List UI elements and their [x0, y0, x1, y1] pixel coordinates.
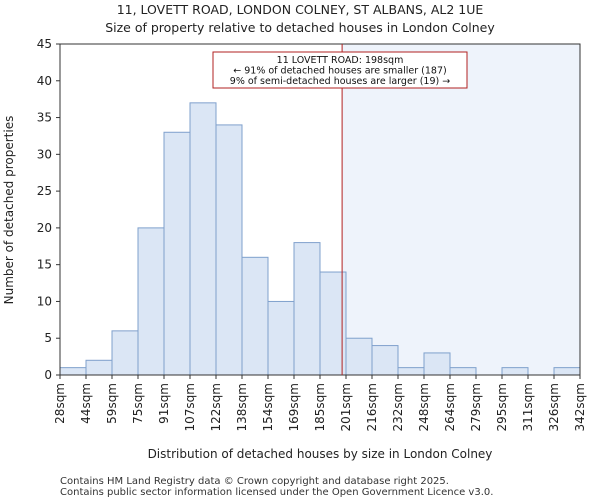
footer-line-2: Contains public sector information licen… — [60, 487, 493, 498]
y-axis-label: Number of detached properties — [2, 116, 16, 305]
chart-title: 11, LOVETT ROAD, LONDON COLNEY, ST ALBAN… — [117, 2, 484, 17]
bar-122sqm — [215, 124, 243, 376]
x-tick-label: 75sqm — [131, 383, 145, 424]
bar-201sqm — [345, 337, 373, 376]
plot-frame — [59, 43, 581, 376]
bar-75sqm — [137, 227, 165, 376]
y-tick-label: 30 — [37, 147, 52, 161]
y-tick-label: 5 — [44, 331, 52, 345]
x-tick-label: 169sqm — [287, 383, 301, 431]
x-tick-label: 342sqm — [573, 383, 587, 431]
bar-138sqm — [241, 256, 269, 376]
y-tick-label: 20 — [37, 221, 52, 235]
bar-169sqm — [293, 242, 321, 376]
y-tick-label: 15 — [37, 258, 52, 272]
bar-248sqm — [423, 352, 451, 376]
footer-line-1: Contains HM Land Registry data © Crown c… — [60, 476, 449, 487]
bar-107sqm — [189, 102, 217, 376]
bar-28sqm — [59, 367, 87, 376]
bar-59sqm — [111, 330, 139, 376]
marker-annotation: 11 LOVETT ROAD: 198sqm ← 91% of detached… — [212, 51, 468, 89]
x-tick-label: 91sqm — [157, 383, 171, 424]
y-tick-label: 25 — [37, 184, 52, 198]
bar-232sqm — [397, 367, 425, 376]
bar-326sqm — [553, 367, 581, 376]
annotation-line-1: 11 LOVETT ROAD: 198sqm — [277, 55, 404, 66]
annotation-line-3: 9% of semi-detached houses are larger (1… — [230, 76, 450, 87]
chart-subtitle: Size of property relative to detached ho… — [105, 20, 495, 35]
y-tick-label: 45 — [37, 37, 52, 51]
bar-295sqm — [501, 367, 529, 376]
annotation-box — [212, 51, 468, 89]
x-tick-label: 279sqm — [469, 383, 483, 431]
x-tick-label: 28sqm — [53, 383, 67, 424]
bar-264sqm — [449, 367, 477, 376]
y-tick-label: 10 — [37, 294, 52, 308]
x-tick-label: 122sqm — [209, 383, 223, 431]
x-axis-label: Distribution of detached houses by size … — [148, 447, 493, 461]
y-tick-label: 40 — [37, 74, 52, 88]
x-tick-label: 232sqm — [391, 383, 405, 431]
x-tick-label: 138sqm — [235, 383, 249, 431]
bars-group — [59, 102, 581, 376]
x-tick-label: 216sqm — [365, 383, 379, 431]
y-tick-label: 0 — [44, 368, 52, 382]
annotation-line-2: ← 91% of detached houses are smaller (18… — [233, 66, 446, 77]
x-tick-label: 264sqm — [443, 383, 457, 431]
y-tick-label: 35 — [37, 111, 52, 125]
bar-44sqm — [85, 359, 113, 376]
x-tick-label: 326sqm — [547, 383, 561, 431]
x-tick-label: 59sqm — [105, 383, 119, 424]
x-tick-label: 295sqm — [495, 383, 509, 431]
y-ticks-group: 0 5 10 15 20 25 30 35 40 45 — [37, 37, 60, 382]
x-ticks-group: 28sqm 44sqm 59sqm 75sqm 91sqm 107sqm 122sqm 138… — [53, 375, 587, 431]
highlight-region — [342, 44, 580, 375]
x-tick-label: 201sqm — [339, 383, 353, 431]
bar-216sqm — [371, 345, 399, 376]
x-tick-label: 154sqm — [261, 383, 275, 431]
x-tick-label: 44sqm — [79, 383, 93, 424]
bar-91sqm — [163, 131, 191, 376]
x-tick-label: 107sqm — [183, 383, 197, 431]
x-tick-label: 185sqm — [313, 383, 327, 431]
x-tick-label: 311sqm — [521, 383, 535, 431]
bar-154sqm — [267, 300, 295, 376]
x-tick-label: 248sqm — [417, 383, 431, 431]
